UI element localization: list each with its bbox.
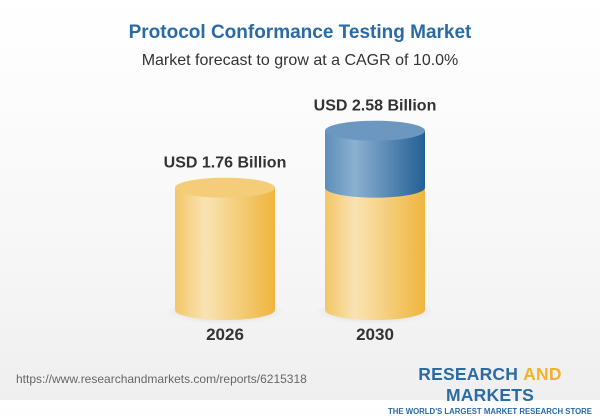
category-label: 2030 [356, 325, 394, 344]
source-url[interactable]: https://www.researchandmarkets.com/repor… [16, 372, 307, 386]
chart-subtitle: Market forecast to grow at a CAGR of 10.… [141, 52, 459, 69]
category-label: 2026 [206, 325, 244, 344]
logo-tagline: THE WORLD'S LARGEST MARKET RESEARCH STOR… [387, 407, 592, 416]
bar-growth-2030 [325, 130, 425, 198]
logo-text-accent: AND [523, 364, 562, 384]
data-label: USD 2.58 Billion [314, 98, 437, 115]
logo-text: RESEARCH [418, 364, 524, 384]
bar-top-2026 [175, 177, 275, 198]
chart-title: Protocol Conformance Testing Market [128, 22, 472, 43]
research-and-markets-logo: RESEARCH AND MARKETS THE WORLD'S LARGEST… [384, 364, 596, 416]
bar-base-2030 [325, 187, 425, 320]
bar-base-2026 [175, 187, 275, 320]
logo-text: MARKETS [446, 385, 534, 405]
cylinder-chart: USD 1.76 Billion 2026 USD 2.58 Billion 2030 [164, 98, 437, 344]
bar-top-2030 [325, 120, 425, 141]
data-label: USD 1.76 Billion [164, 155, 287, 172]
